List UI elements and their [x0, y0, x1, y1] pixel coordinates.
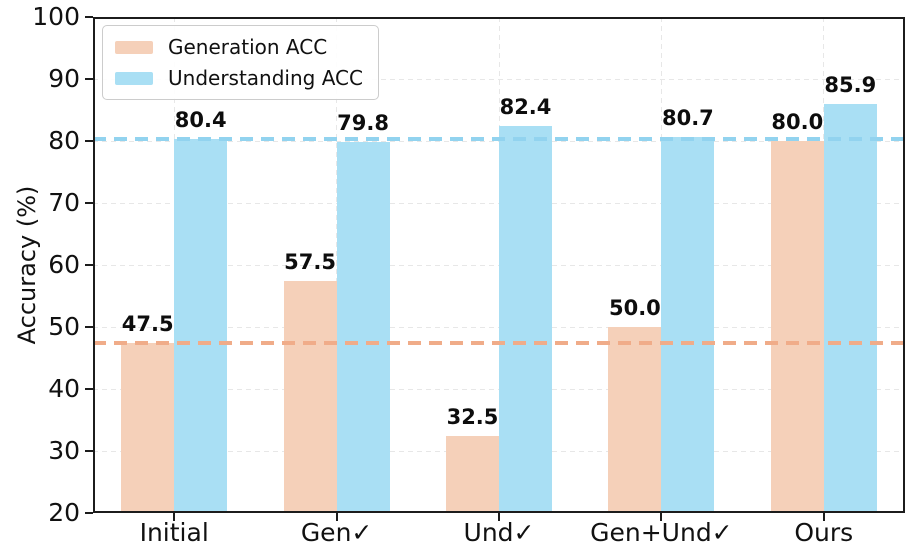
bar-understanding-acc-3 — [499, 126, 552, 513]
bar-understanding-acc-2 — [336, 142, 390, 513]
bar-generation-acc-2 — [283, 280, 337, 513]
x-tick-mark — [498, 513, 500, 521]
y-tick-label: 60 — [48, 250, 80, 279]
legend-label-generation-acc: Generation ACC — [168, 35, 328, 59]
bar-value-label: 32.5 — [446, 404, 499, 429]
y-tick-label: 40 — [48, 374, 80, 403]
y-tick-mark — [85, 388, 93, 390]
y-tick-mark — [85, 512, 93, 514]
legend-swatch-generation-acc — [115, 40, 153, 54]
x-tick-mark — [822, 513, 825, 521]
bar-understanding-acc-1 — [174, 138, 228, 513]
y-tick-mark — [85, 202, 93, 204]
y-tick-label: 70 — [48, 188, 80, 217]
reference-line-understanding-acc — [93, 136, 905, 141]
bar-generation-acc-5 — [770, 141, 824, 513]
bar-value-label: 85.9 — [824, 73, 877, 98]
bar-value-label: 47.5 — [121, 311, 174, 336]
bar-understanding-acc-4 — [661, 136, 715, 513]
legend: Generation ACC Understanding ACC — [102, 25, 379, 100]
y-tick-label: 20 — [48, 498, 80, 527]
y-tick-mark — [85, 450, 93, 452]
y-tick-label: 30 — [48, 436, 80, 465]
y-tick-mark — [85, 78, 93, 80]
y-tick-label: 50 — [48, 312, 80, 341]
bar-generation-acc-1 — [121, 342, 175, 513]
y-tick-label: 100 — [32, 2, 80, 31]
bar-generation-acc-3 — [446, 435, 499, 513]
bar-value-label: 80.7 — [661, 105, 714, 130]
x-tick-label-1: Initial — [139, 518, 209, 547]
bar-value-label: 80.4 — [174, 107, 227, 132]
x-tick-label-5: Ours — [794, 518, 854, 547]
bar-value-label: 57.5 — [284, 249, 337, 274]
x-tick-label-3: Und✓ — [463, 518, 535, 547]
plot-area: 47.5 57.5 32.5 50.0 80.0 80.4 79.8 82.4 80.7 85.9… — [93, 17, 905, 513]
bar-generation-acc-4 — [608, 327, 662, 513]
bar-value-label: 82.4 — [499, 95, 552, 120]
legend-label-understanding-acc: Understanding ACC — [168, 66, 363, 90]
legend-item-understanding-acc: Understanding ACC — [115, 66, 363, 90]
x-tick-mark — [660, 513, 663, 521]
bar-value-label: 50.0 — [608, 296, 661, 320]
bar-value-label: 79.8 — [337, 111, 390, 136]
legend-item-generation-acc: Generation ACC — [115, 35, 363, 59]
x-tick-mark — [335, 513, 338, 521]
x-tick-label-4: Gen+Und✓ — [590, 518, 733, 547]
y-tick-mark — [85, 140, 93, 142]
y-tick-mark — [85, 264, 93, 266]
y-tick-mark — [85, 16, 93, 18]
bar-understanding-acc-5 — [823, 104, 877, 513]
y-tick-label: 90 — [48, 64, 80, 93]
bar-value-label: 80.0 — [771, 110, 824, 134]
reference-line-generation-acc — [93, 340, 905, 345]
legend-swatch-understanding-acc — [115, 71, 153, 85]
x-tick-mark — [173, 513, 176, 521]
x-tick-label-2: Gen✓ — [300, 518, 373, 547]
y-tick-mark — [85, 326, 93, 328]
y-tick-label: 80 — [48, 126, 80, 155]
